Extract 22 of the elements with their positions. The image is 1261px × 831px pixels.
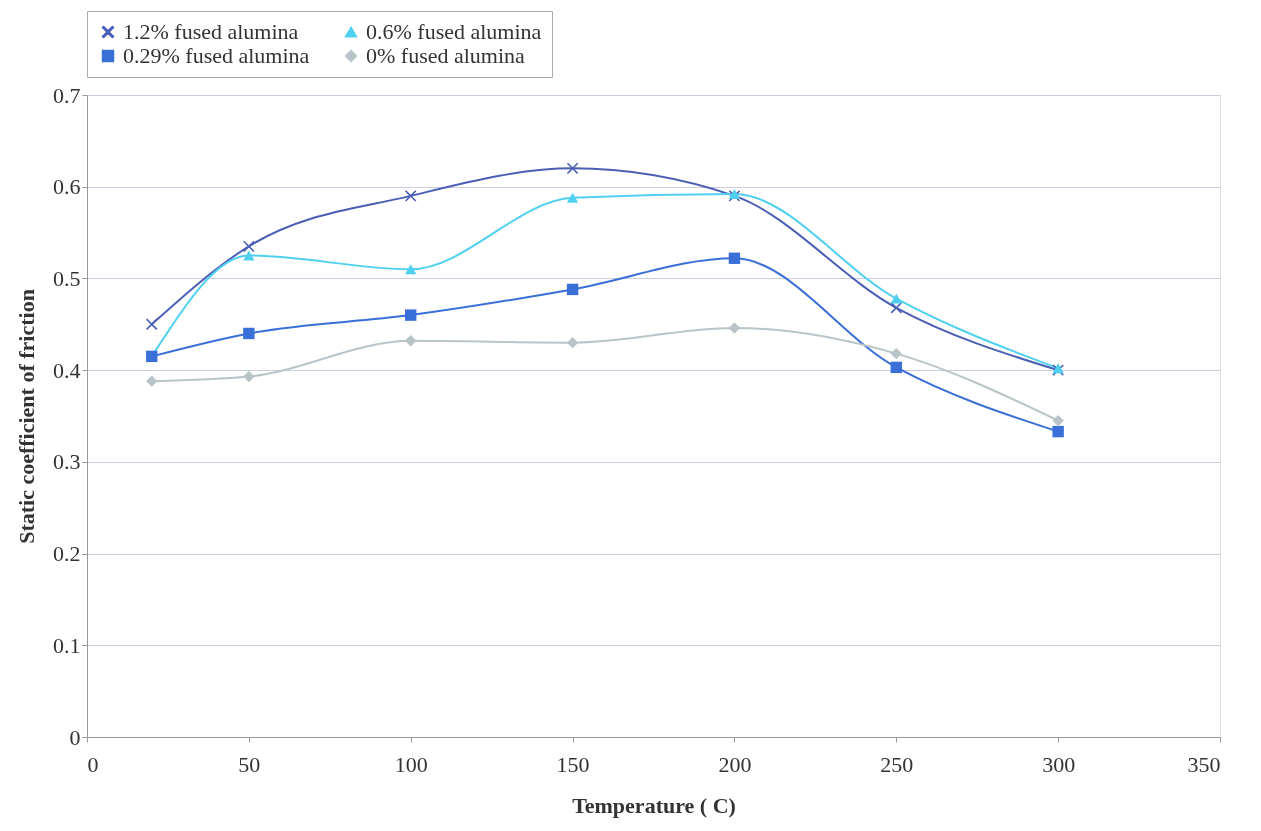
y-tick-label: 0.2 [53, 541, 81, 567]
x-tick-label: 350 [1187, 751, 1221, 777]
x-axis-title: Temperature ( C) [572, 792, 736, 818]
legend-label: 0.6% fused alumina [366, 19, 542, 44]
legend-label: 0.29% fused alumina [123, 43, 310, 68]
x-tick-label: 300 [1042, 751, 1076, 777]
x-tick-label: 150 [556, 751, 590, 777]
y-tick-label: 0.5 [53, 265, 81, 291]
y-tick-label: 0.1 [53, 632, 81, 658]
legend-label: 0% fused alumina [366, 43, 526, 68]
y-tick-label: 0.4 [53, 357, 81, 383]
x-tick-label: 100 [394, 751, 428, 777]
x-tick-label: 50 [238, 751, 261, 777]
y-tick-label: 0.3 [53, 449, 81, 475]
y-tick-label: 0 [69, 724, 81, 750]
x-tick-label: 0 [87, 751, 99, 777]
x-tick-label: 200 [718, 751, 752, 777]
y-axis-title: Static coefficient of friction [14, 289, 39, 544]
y-tick-label: 0.7 [53, 82, 81, 108]
y-tick-label: 0.6 [53, 174, 81, 200]
x-tick-label: 250 [880, 751, 914, 777]
legend-label: 1.2% fused alumina [123, 19, 299, 44]
